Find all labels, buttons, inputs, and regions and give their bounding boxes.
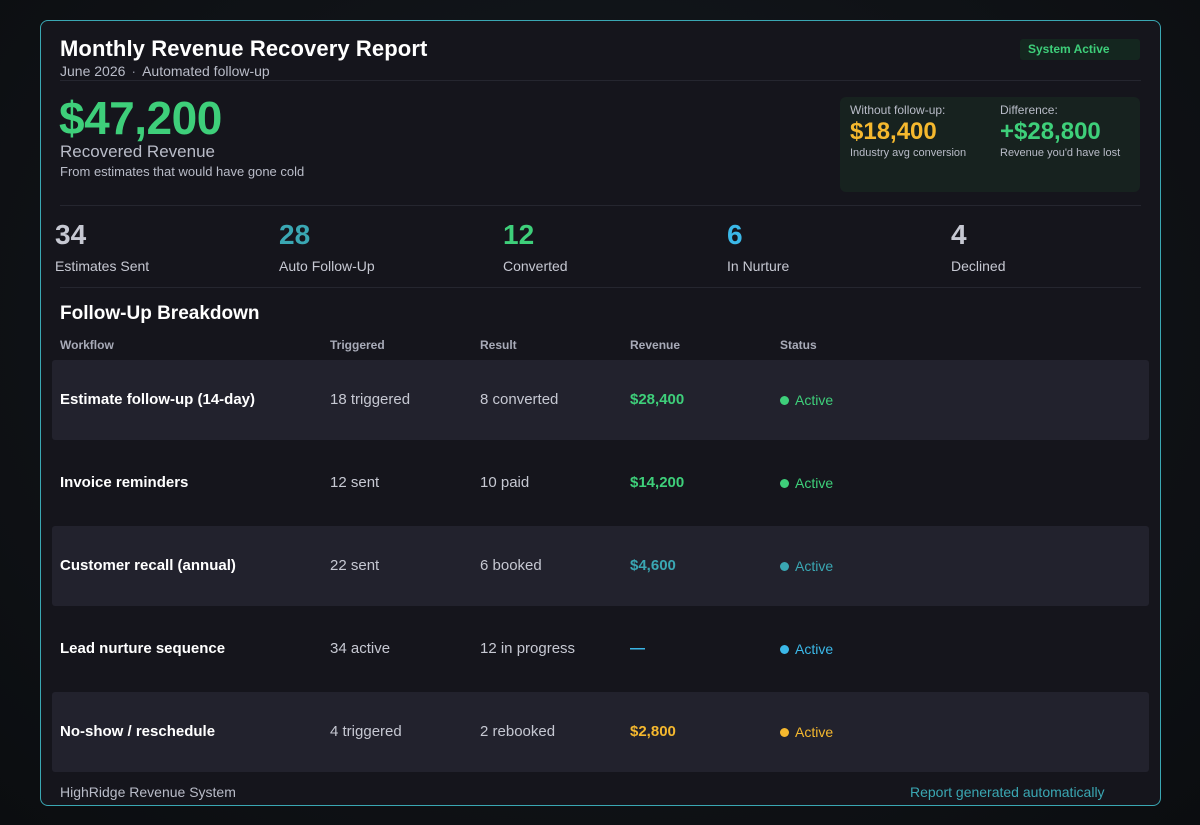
column-header-revenue: Revenue xyxy=(630,338,681,352)
recovered-revenue-label: Recovered Revenue xyxy=(60,142,215,161)
triggered-count: 22 sent xyxy=(330,557,380,574)
without-followup-value: $18,400 xyxy=(850,118,937,145)
difference-block: Difference: +$28,800 Revenue you'd have … xyxy=(1000,103,1120,159)
header-divider xyxy=(60,80,1141,81)
status-badge: Active xyxy=(780,609,833,689)
stat-in-nurture: 6 In Nurture xyxy=(727,219,789,274)
status-text: Active xyxy=(795,392,834,408)
without-followup-note: Industry avg conversion xyxy=(850,147,967,159)
column-header-workflow: Workflow xyxy=(60,338,114,352)
stat-label: Auto Follow-Up xyxy=(279,258,375,274)
status-dot-icon xyxy=(780,479,789,488)
revenue-value: $14,200 xyxy=(630,474,685,491)
difference-heading: Difference: xyxy=(1000,103,1058,117)
system-status-badge: System Active xyxy=(1020,39,1140,60)
column-header-triggered: Triggered xyxy=(330,338,385,352)
table-row: No-show / reschedule 4 triggered 2 rebooke… xyxy=(52,692,1149,772)
stat-value: 4 xyxy=(951,219,967,250)
stat-value: 28 xyxy=(279,219,311,250)
revenue-value: $4,600 xyxy=(630,557,676,574)
without-followup-heading: Without follow-up: xyxy=(850,103,946,117)
status-dot-icon xyxy=(780,645,789,654)
report-subtitle: June 2026 · Automated follow-up xyxy=(60,63,270,79)
revenue-value: — xyxy=(630,640,645,657)
table-row: Invoice reminders 12 sent 10 paid $14,200 Ac… xyxy=(52,443,1149,523)
triggered-count: 34 active xyxy=(330,640,391,657)
report-title: Monthly Revenue Recovery Report xyxy=(60,36,428,61)
stat-declined: 4 Declined xyxy=(951,219,1005,274)
footer-generated-note: Report generated automatically xyxy=(910,784,1105,800)
triggered-count: 12 sent xyxy=(330,474,380,491)
stat-auto-follow-up: 28 Auto Follow-Up xyxy=(279,219,375,274)
report-mode: Automated follow-up xyxy=(142,63,270,79)
hero-divider xyxy=(60,205,1141,206)
stat-value: 6 xyxy=(727,219,743,250)
table-row: Estimate follow-up (14-day) 18 triggered 8… xyxy=(52,360,1149,440)
report-card: Monthly Revenue Recovery Report June 202… xyxy=(40,20,1161,806)
triggered-count: 4 triggered xyxy=(330,723,402,740)
workflow-name: Customer recall (annual) xyxy=(60,557,236,574)
workflow-name: Estimate follow-up (14-day) xyxy=(60,391,256,408)
status-badge: Active xyxy=(780,526,833,606)
revenue-value: $28,400 xyxy=(630,391,685,408)
revenue-value: $2,800 xyxy=(630,723,676,740)
workflow-name: No-show / reschedule xyxy=(60,723,216,740)
without-followup-block: Without follow-up: $18,400 Industry avg … xyxy=(850,103,966,159)
subtitle-separator: · xyxy=(131,63,137,79)
result-text: 8 converted xyxy=(480,391,559,408)
status-dot-icon xyxy=(780,728,789,737)
result-text: 12 in progress xyxy=(480,640,576,657)
stat-label: In Nurture xyxy=(727,258,790,274)
stat-label: Converted xyxy=(503,258,568,274)
recovered-revenue-amount: $47,200 xyxy=(59,92,222,144)
status-badge: Active xyxy=(780,692,833,772)
stat-label: Declined xyxy=(951,258,1006,274)
result-text: 2 rebooked xyxy=(480,723,556,740)
difference-value: +$28,800 xyxy=(1000,118,1101,145)
table-row: Lead nurture sequence 34 active 12 in prog… xyxy=(52,609,1149,689)
column-header-status: Status xyxy=(780,338,817,352)
status-text: Active xyxy=(795,724,834,740)
status-badge: Active xyxy=(780,360,833,440)
status-text: Active xyxy=(795,475,834,491)
stat-value: 34 xyxy=(55,219,87,250)
stat-value: 12 xyxy=(503,219,535,250)
status-text: Active xyxy=(795,558,834,574)
status-text: Active xyxy=(795,641,834,657)
status-badge: Active xyxy=(780,443,833,523)
difference-note: Revenue you'd have lost xyxy=(1000,147,1121,159)
footer-brand: HighRidge Revenue System xyxy=(60,784,236,800)
breakdown-title: Follow-Up Breakdown xyxy=(60,303,260,324)
stat-converted: 12 Converted xyxy=(503,219,568,274)
column-header-result: Result xyxy=(480,338,517,352)
triggered-count: 18 triggered xyxy=(330,391,411,408)
status-dot-icon xyxy=(780,562,789,571)
table-row: Customer recall (annual) 22 sent 6 booked $… xyxy=(52,526,1149,606)
status-dot-icon xyxy=(780,396,789,405)
recovered-revenue-subtext: From estimates that would have gone cold xyxy=(60,164,305,179)
workflow-name: Lead nurture sequence xyxy=(60,640,226,657)
stat-estimates-sent: 34 Estimates Sent xyxy=(55,219,149,274)
report-period: June 2026 xyxy=(60,63,126,79)
result-text: 6 booked xyxy=(480,557,542,574)
stat-label: Estimates Sent xyxy=(55,258,150,274)
result-text: 10 paid xyxy=(480,474,530,491)
stats-divider xyxy=(60,287,1141,288)
workflow-name: Invoice reminders xyxy=(60,474,189,491)
comparison-panel: Without follow-up: $18,400 Industry avg … xyxy=(840,97,1140,192)
